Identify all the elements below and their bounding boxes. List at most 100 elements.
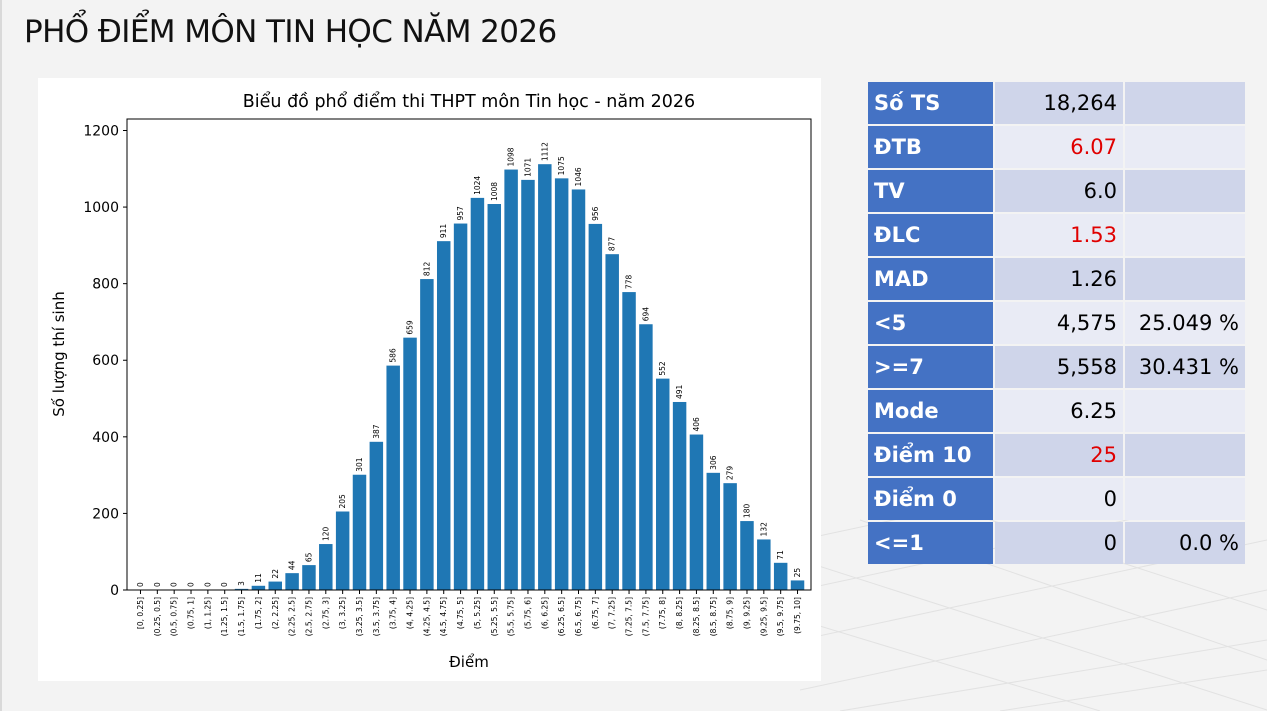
slide-title: PHỔ ĐIỂM MÔN TIN HỌC NĂM 2026 bbox=[24, 14, 557, 50]
x-tick-label-11: (2.75, 3] bbox=[321, 597, 330, 629]
bar-15 bbox=[386, 365, 400, 590]
x-tick-label-28: (7, 7.25] bbox=[608, 597, 617, 629]
bar-37 bbox=[757, 539, 771, 590]
bar-value-label-30: 694 bbox=[641, 307, 650, 322]
y-tick-label-1: 200 bbox=[92, 506, 119, 522]
bar-26 bbox=[571, 189, 586, 590]
x-tick-label-27: (6.75, 7] bbox=[591, 597, 600, 629]
x-tick-label-21: (5.25, 5.5] bbox=[490, 597, 499, 636]
stat-label: MAD bbox=[868, 258, 993, 300]
stat-value: 18,264 bbox=[995, 82, 1123, 124]
stat-label: Mode bbox=[868, 390, 993, 432]
stat-label: ĐLC bbox=[868, 214, 993, 256]
y-tick-label-4: 800 bbox=[92, 277, 119, 293]
bar-33 bbox=[689, 434, 704, 590]
stat-label: Điểm 10 bbox=[868, 434, 993, 476]
plot-frame bbox=[126, 118, 812, 591]
y-tick-label-6: 1200 bbox=[83, 123, 119, 139]
stat-percent bbox=[1125, 390, 1245, 432]
x-tick-label-22: (5.5, 5.75] bbox=[507, 597, 516, 636]
stat-label: Điểm 0 bbox=[868, 478, 993, 520]
stat-value: 6.07 bbox=[995, 126, 1123, 168]
stats-row: MAD 1.26 bbox=[868, 258, 1245, 300]
bar-value-label-1: 0 bbox=[153, 582, 162, 587]
bar-value-label-2: 0 bbox=[170, 582, 179, 587]
x-tick-label-19: (4.75, 5] bbox=[456, 597, 465, 629]
stat-value: 0 bbox=[995, 522, 1123, 564]
bar-8 bbox=[268, 581, 282, 590]
stats-table: Số TS 18,264 ĐTB 6.07 TV 6.0 ĐLC 1.53 MAD 1.26 <5 4… bbox=[866, 80, 1247, 566]
stat-percent bbox=[1125, 478, 1245, 520]
x-tick-label-20: (5, 5.25] bbox=[473, 597, 482, 629]
x-tick-label-29: (7.25, 7.5] bbox=[625, 597, 634, 636]
bar-value-label-33: 406 bbox=[692, 417, 701, 432]
bar-value-label-6: 3 bbox=[237, 581, 246, 586]
stat-percent: 30.431 % bbox=[1125, 346, 1245, 388]
stat-value: 25 bbox=[995, 434, 1123, 476]
bar-value-label-9: 44 bbox=[288, 560, 297, 570]
x-tick-label-6: (1.5, 1.75] bbox=[237, 597, 246, 636]
bar-38 bbox=[773, 562, 788, 590]
stats-row: ĐTB 6.07 bbox=[868, 126, 1245, 168]
bar-6 bbox=[234, 588, 249, 590]
stat-percent bbox=[1125, 170, 1245, 212]
bar-34 bbox=[706, 472, 721, 590]
bar-value-label-5: 0 bbox=[220, 582, 229, 587]
stat-percent: 0.0 % bbox=[1125, 522, 1245, 564]
bar-19 bbox=[453, 223, 468, 591]
bar-value-labels: 0 0 0 0 0 0 3 11 22 44 65 120 205 301 387 586 659 812 911 9… bbox=[136, 142, 802, 587]
bar-11 bbox=[319, 544, 333, 590]
bar-10 bbox=[302, 565, 316, 590]
x-tick-label-23: (5.75, 6] bbox=[523, 597, 532, 629]
bar-value-label-39: 25 bbox=[793, 568, 802, 578]
bar-27 bbox=[588, 223, 603, 591]
bar-22 bbox=[504, 169, 518, 591]
stat-label: <=1 bbox=[868, 522, 993, 564]
stats-table-body: Số TS 18,264 ĐTB 6.07 TV 6.0 ĐLC 1.53 MAD 1.26 <5 4… bbox=[868, 82, 1245, 564]
stats-row: >=7 5,558 30.431 % bbox=[868, 346, 1245, 388]
stat-percent bbox=[1125, 82, 1245, 124]
x-tick-label-38: (9.5, 9.75] bbox=[776, 597, 785, 636]
bar-value-label-34: 306 bbox=[709, 455, 718, 470]
y-tick-label-5: 1000 bbox=[83, 200, 119, 216]
chart-panel: Biểu đồ phổ điểm thi THPT môn Tin học - … bbox=[38, 78, 821, 681]
x-tick-label-12: (3, 3.25] bbox=[338, 597, 347, 629]
bar-18 bbox=[436, 241, 451, 590]
x-tick-label-5: (1.25, 1.5] bbox=[220, 597, 229, 636]
x-tick-label-10: (2.5, 2.75] bbox=[304, 597, 313, 636]
x-tick-label-31: (7.75, 8] bbox=[658, 597, 667, 629]
x-tick-label-7: (1.75, 2] bbox=[254, 597, 263, 629]
stat-percent: 25.049 % bbox=[1125, 302, 1245, 344]
x-tick-label-2: (0.5, 0.75] bbox=[170, 597, 179, 636]
x-tick-label-24: (6, 6.25] bbox=[540, 597, 549, 629]
stats-row: <5 4,575 25.049 % bbox=[868, 302, 1245, 344]
bar-value-label-27: 956 bbox=[591, 206, 600, 221]
stats-row: Số TS 18,264 bbox=[868, 82, 1245, 124]
stat-percent bbox=[1125, 126, 1245, 168]
bar-value-label-26: 1046 bbox=[574, 167, 583, 186]
bar-14 bbox=[369, 441, 384, 590]
x-tick-label-25: (6.25, 6.5] bbox=[557, 597, 566, 636]
bar-25 bbox=[554, 178, 569, 590]
bar-12 bbox=[335, 511, 350, 590]
stat-percent bbox=[1125, 258, 1245, 300]
bar-value-label-18: 911 bbox=[439, 224, 448, 239]
stats-row: Mode 6.25 bbox=[868, 390, 1245, 432]
x-tick-label-13: (3.25, 3.5] bbox=[355, 597, 364, 636]
bar-value-label-3: 0 bbox=[187, 582, 196, 587]
x-axis: [0, 0.25] (0.25, 0.5] (0.5, 0.75] (0.75, 1]… bbox=[136, 590, 802, 636]
bar-value-label-14: 387 bbox=[372, 424, 381, 439]
bar-value-label-38: 71 bbox=[776, 550, 785, 560]
x-tick-label-34: (8.5, 8.75] bbox=[709, 597, 718, 636]
bar-value-label-23: 1071 bbox=[523, 158, 532, 177]
y-axis: 0 200 400 600 800 1000 1200 bbox=[83, 123, 127, 599]
bar-value-label-20: 1024 bbox=[473, 176, 482, 195]
bar-24 bbox=[538, 164, 552, 590]
bar-value-label-15: 586 bbox=[389, 348, 398, 363]
bar-13 bbox=[352, 474, 367, 590]
bar-31 bbox=[656, 378, 670, 590]
bar-value-label-37: 132 bbox=[759, 522, 768, 537]
stat-value: 6.0 bbox=[995, 170, 1123, 212]
y-axis-label: Số lượng thí sinh bbox=[50, 291, 68, 416]
x-tick-label-15: (3.75, 4] bbox=[389, 597, 398, 629]
